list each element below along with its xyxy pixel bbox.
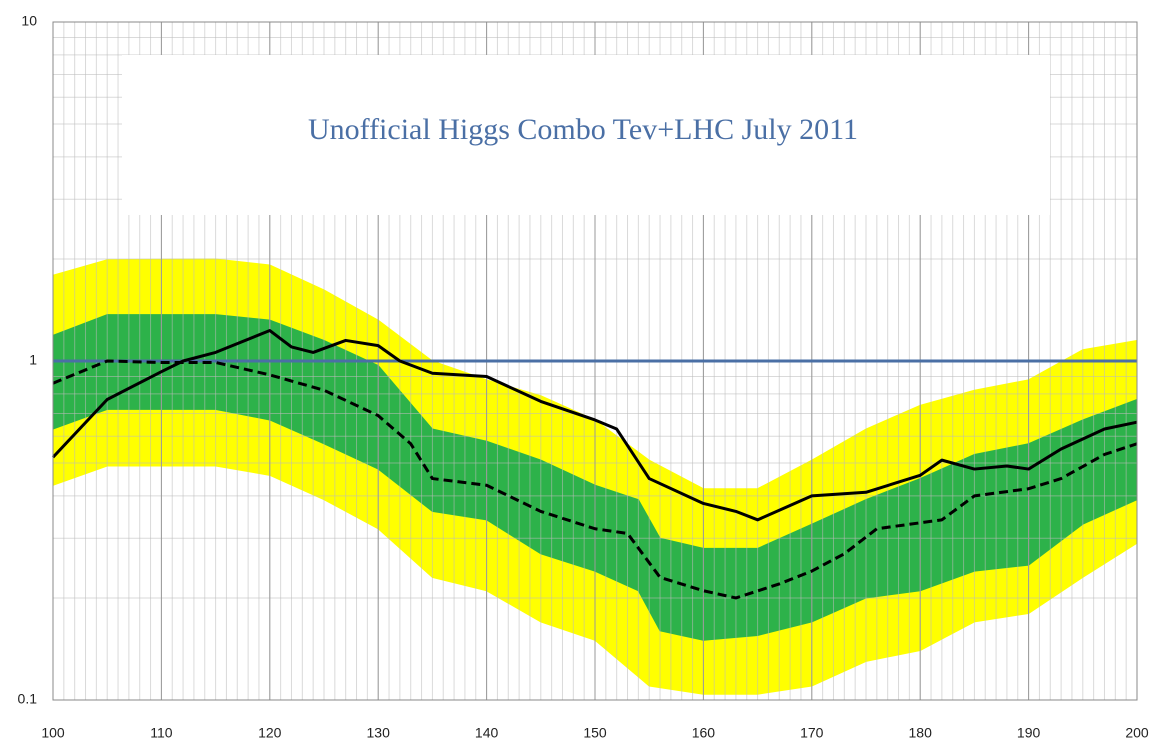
y-tick-label: 10 <box>21 13 37 29</box>
x-tick-label: 120 <box>258 725 282 741</box>
series-line <box>51 329 1138 522</box>
x-tick-label: 130 <box>367 725 391 741</box>
x-tick-label: 170 <box>800 725 824 741</box>
y-tick-label: 0.1 <box>18 691 38 707</box>
series-line <box>52 359 1138 600</box>
x-tick-label: 100 <box>41 725 65 741</box>
plot-border <box>52 21 1138 701</box>
x-tick-label: 140 <box>475 725 499 741</box>
x-tick-label: 150 <box>583 725 607 741</box>
chart-title: Unofficial Higgs Combo Tev+LHC July 2011 <box>308 113 858 146</box>
y-tick-label: 1 <box>29 352 37 368</box>
x-tick-label: 160 <box>692 725 716 741</box>
x-tick-label: 200 <box>1125 725 1149 741</box>
x-tick-label: 190 <box>1017 725 1041 741</box>
title-box <box>122 55 1050 215</box>
x-tick-label: 110 <box>150 725 173 741</box>
x-tick-label: 180 <box>909 725 933 741</box>
